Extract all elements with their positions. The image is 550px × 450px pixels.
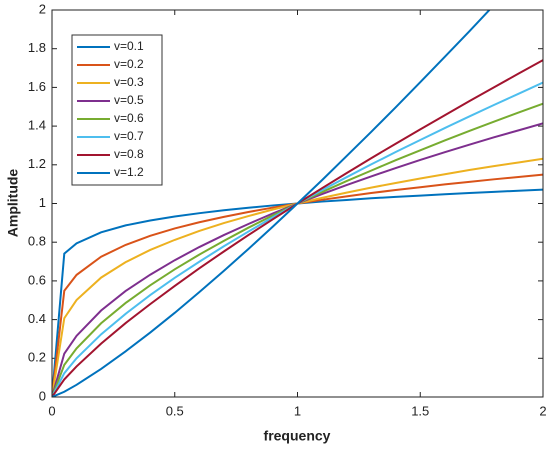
legend-label: v=0.5 [114, 93, 144, 107]
y-tick-label: 1 [39, 195, 46, 210]
legend-label: v=0.1 [114, 39, 144, 53]
y-tick-label: 0.8 [28, 234, 46, 249]
line [52, 188, 543, 397]
y-tick-label: 1.8 [28, 40, 46, 55]
line [52, 59, 543, 397]
x-tick-label: 1 [294, 403, 301, 418]
legend-label: v=0.3 [114, 75, 144, 89]
y-tick-label: 1.4 [28, 118, 46, 133]
legend-label: v=0.7 [114, 129, 144, 143]
x-tick-label: 0 [48, 403, 55, 418]
axes-box [51, 9, 544, 398]
legend-label: v=1.2 [114, 165, 144, 179]
y-tick-label: 0.6 [28, 272, 46, 287]
series [52, 59, 543, 397]
line [52, 10, 491, 397]
y-tick-label: 2 [39, 1, 46, 16]
legend-box [71, 34, 163, 186]
line [52, 157, 543, 397]
y-axis-label: Amplitude [5, 169, 21, 238]
legend: v=0.1 v=0.2 v=0.3 v=0.5 v=0.6 v=0.7 v=0.8 v=1.2 [71, 34, 163, 186]
legend-label: v=0.6 [114, 111, 144, 125]
x-axis-label: frequency [264, 428, 331, 444]
legend-label: v=0.8 [114, 147, 144, 161]
y-tick-label: 1.2 [28, 156, 46, 171]
y-tick-label: 0.4 [28, 311, 46, 326]
y-tick-label: 0.2 [28, 350, 46, 365]
series [52, 10, 491, 397]
y-tick-label: 0 [39, 388, 46, 403]
y-tick-label: 1.6 [28, 79, 46, 94]
x-tick-label: 2 [539, 403, 546, 418]
series [52, 188, 543, 397]
x-tick-label: 1.5 [411, 403, 429, 418]
series [52, 157, 543, 397]
legend-label: v=0.2 [114, 57, 144, 71]
x-tick-label: 0.5 [166, 403, 184, 418]
